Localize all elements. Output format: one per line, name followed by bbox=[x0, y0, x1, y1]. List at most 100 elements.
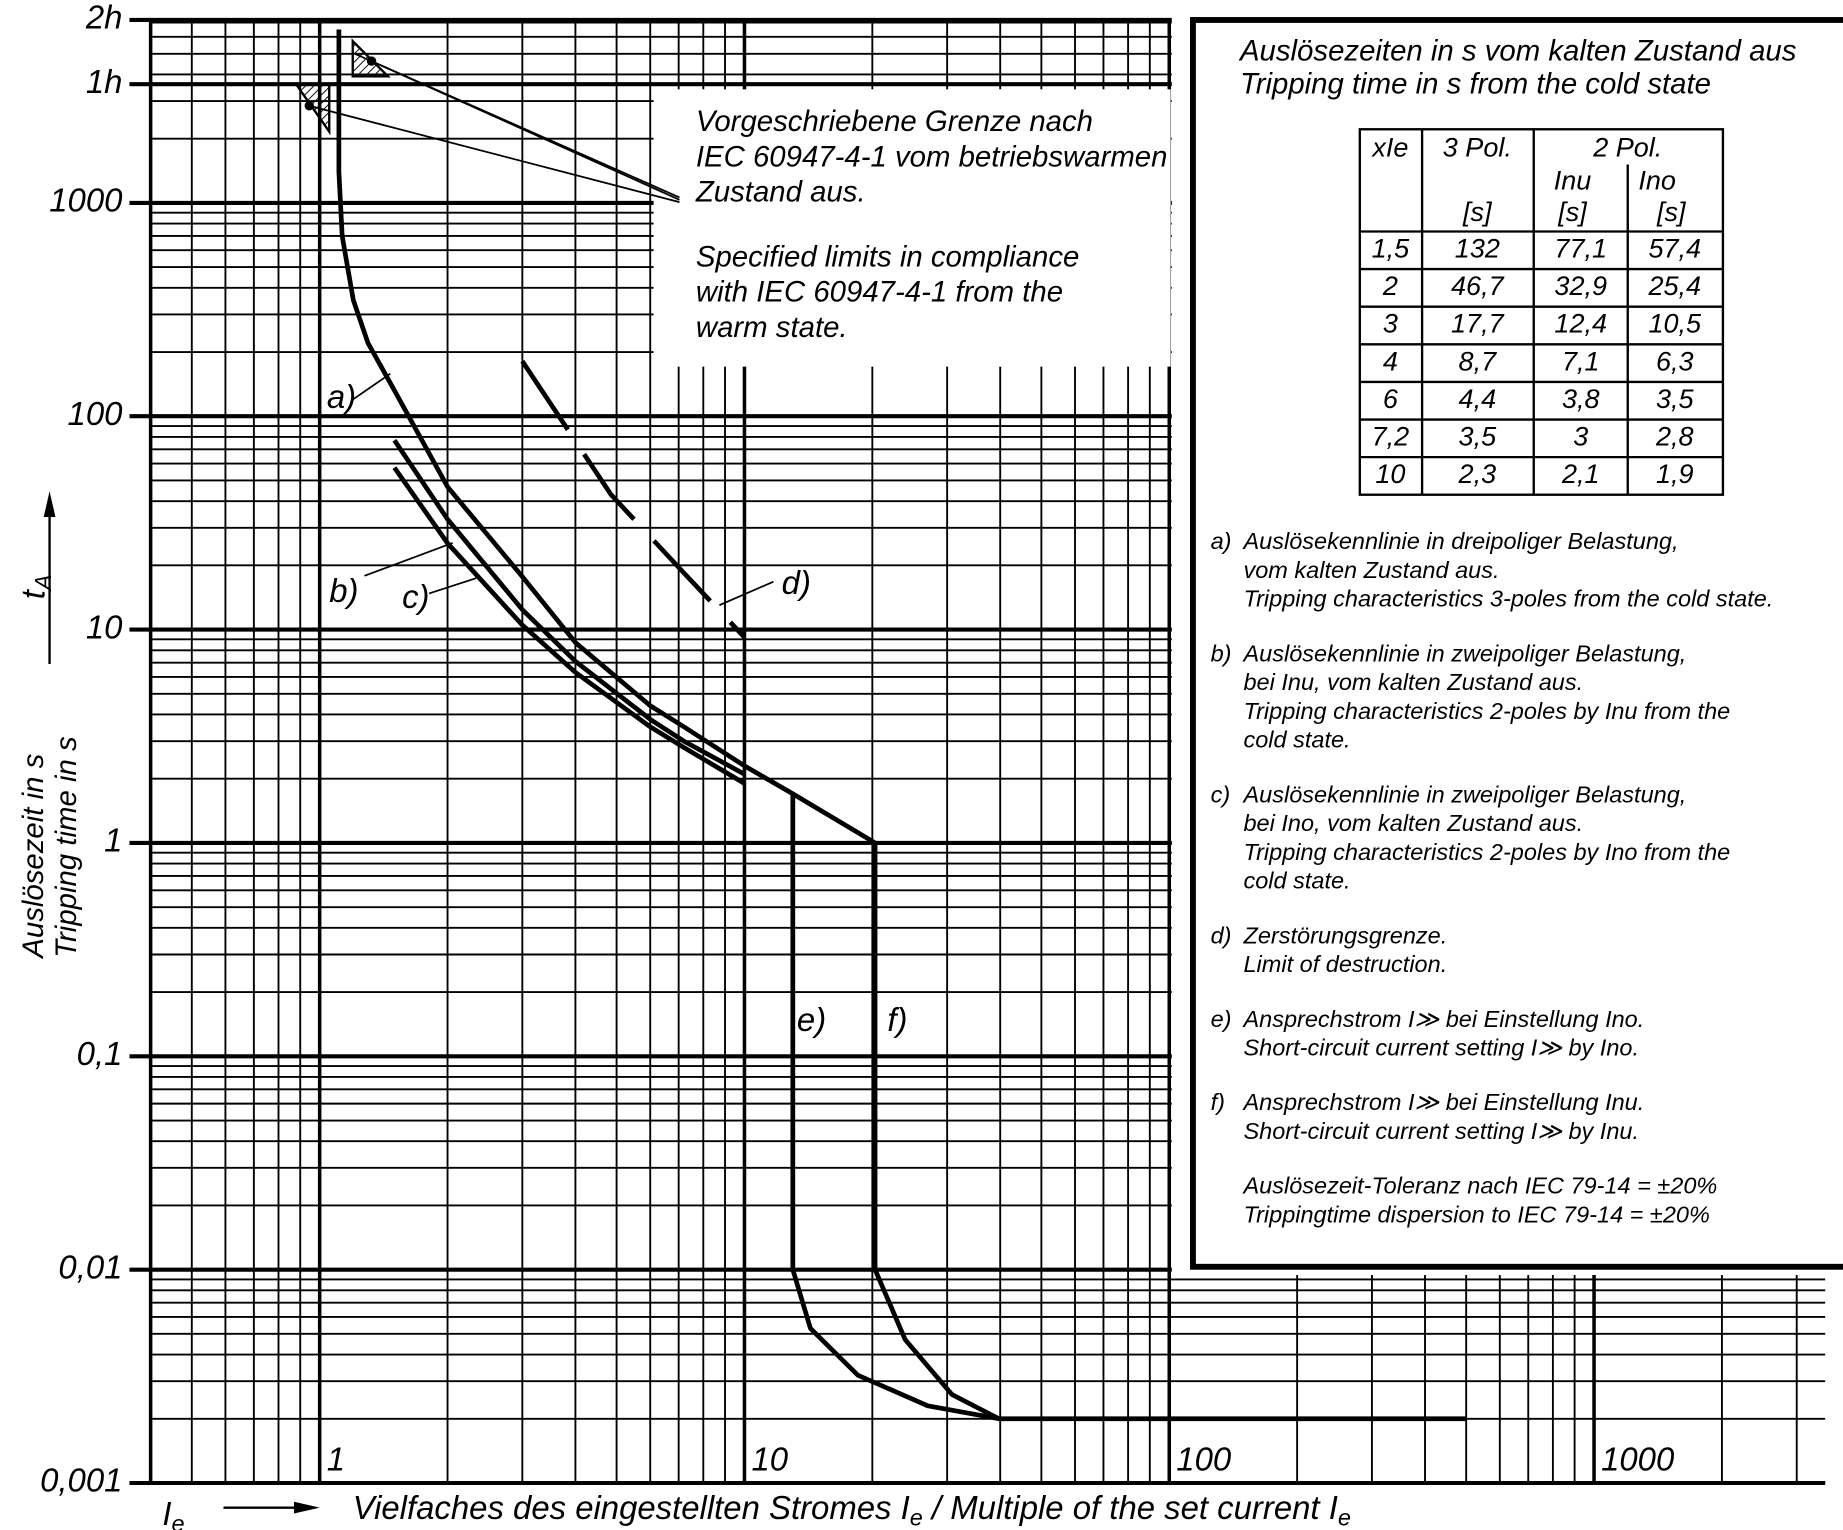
table-subheader: Ino bbox=[1638, 165, 1676, 195]
curve-label: f) bbox=[887, 1001, 907, 1038]
curve bbox=[392, 439, 746, 777]
curve-label: a) bbox=[327, 378, 356, 415]
x-axis-label: Vielfaches des eingestellten Stromes Ie … bbox=[353, 1489, 1351, 1530]
note-line: Tripping characteristics 3-poles from th… bbox=[1243, 586, 1773, 612]
x-axis-label-part: / Multiple of the set current bbox=[923, 1489, 1329, 1526]
note-line: cold state. bbox=[1243, 868, 1350, 894]
x-symbol-sub: e bbox=[172, 1511, 185, 1530]
note-label: d) bbox=[1211, 922, 1232, 948]
note-line: Auslösezeit-Toleranz nach IEC 79-14 = ±2… bbox=[1241, 1173, 1717, 1199]
curve bbox=[336, 29, 877, 845]
table-cell: 3,8 bbox=[1562, 384, 1600, 414]
x-tick-label: 1000 bbox=[1601, 1441, 1675, 1478]
note-line: Ansprechstrom I≫ bei Einstellung Ino. bbox=[1241, 1006, 1644, 1032]
leader-lines bbox=[309, 52, 774, 606]
curve-label: b) bbox=[329, 572, 358, 609]
note-line: Auslösekennlinie in zweipoliger Belastun… bbox=[1241, 781, 1686, 807]
table-cell: 3 bbox=[1383, 309, 1398, 339]
note-label: a) bbox=[1211, 528, 1232, 554]
table-cell: 4,4 bbox=[1459, 384, 1497, 414]
table-cell: 2 bbox=[1382, 271, 1398, 301]
annotation: Specified limits in compliance bbox=[696, 240, 1079, 273]
note-line: vom kalten Zustand aus. bbox=[1243, 557, 1499, 583]
annotation: warm state. bbox=[696, 311, 848, 344]
curve bbox=[790, 793, 1000, 1422]
table-cell: 3,5 bbox=[1656, 384, 1695, 414]
curve bbox=[392, 466, 746, 786]
curves bbox=[336, 29, 1467, 1422]
note-line: Short-circuit current setting I≫ by Ino. bbox=[1243, 1035, 1639, 1061]
curve-label: e) bbox=[797, 1001, 826, 1038]
table-unit: [s] bbox=[1656, 197, 1687, 227]
annotation-area bbox=[653, 89, 1171, 367]
y-axis-label: Tripping time in s bbox=[50, 736, 83, 958]
note-line: Auslösekennlinie in dreipoliger Belastun… bbox=[1241, 528, 1678, 554]
curve bbox=[520, 359, 747, 639]
y-symbol-sub: A bbox=[30, 574, 56, 592]
y-tick-label: 100 bbox=[68, 395, 124, 432]
y-symbol-base: t bbox=[14, 588, 51, 599]
note-label: c) bbox=[1211, 781, 1231, 807]
table-cell: 10 bbox=[1375, 459, 1405, 489]
annotation: Vorgeschriebene Grenze nach bbox=[696, 105, 1093, 138]
curve bbox=[872, 842, 1467, 1422]
table-header: xIe bbox=[1370, 132, 1408, 162]
table-cell: 2,1 bbox=[1561, 459, 1600, 489]
note-line: Tripping characteristics 2-poles by Inu … bbox=[1243, 698, 1730, 724]
y-tick-label: 1h bbox=[86, 63, 123, 100]
table-cell: 25,4 bbox=[1647, 271, 1701, 301]
table-cell: 7,1 bbox=[1562, 346, 1600, 376]
y-tick-label: 0,1 bbox=[77, 1035, 123, 1072]
y-tick-label: 0,01 bbox=[58, 1248, 122, 1285]
table-cell: 7,2 bbox=[1372, 421, 1410, 451]
table-cell: 6,3 bbox=[1656, 346, 1694, 376]
info-title: Tripping time in s from the cold state bbox=[1240, 68, 1711, 101]
x-axis-label-part: I bbox=[901, 1489, 910, 1526]
annotation: Zustand aus. bbox=[695, 176, 866, 209]
table-unit: [s] bbox=[1557, 197, 1588, 227]
table-cell: 2,8 bbox=[1655, 421, 1694, 451]
table-cell: 10,5 bbox=[1648, 309, 1702, 339]
annotation: IEC 60947-4-1 vom betriebswarmen bbox=[696, 140, 1168, 173]
x-arrow-head bbox=[293, 1501, 320, 1514]
table-cell: 77,1 bbox=[1554, 233, 1607, 263]
table-cell: 32,9 bbox=[1554, 271, 1607, 301]
note-line: Ansprechstrom I≫ bei Einstellung Inu. bbox=[1241, 1089, 1644, 1115]
table-unit: [s] bbox=[1462, 197, 1493, 227]
note-line: Tripping characteristics 2-poles by Ino … bbox=[1243, 839, 1730, 865]
table-cell: 46,7 bbox=[1451, 271, 1505, 301]
y-tick-label: 10 bbox=[86, 608, 123, 645]
texts: 1 10 100 1000 0,001 0,01 0,1 1 10 100 1000 1h 2h a) b)… bbox=[14, 0, 1797, 1530]
note-line: bei Ino, vom kalten Zustand aus. bbox=[1243, 810, 1583, 836]
table-cell: 6 bbox=[1383, 384, 1399, 414]
note-line: Zerstörungsgrenze. bbox=[1242, 922, 1447, 948]
table-cell: 132 bbox=[1455, 233, 1500, 263]
info-box bbox=[1190, 17, 1843, 1270]
annotation: with IEC 60947-4-1 from the bbox=[696, 276, 1063, 309]
x-tick-label: 1 bbox=[327, 1441, 345, 1478]
table-cell: 1,5 bbox=[1372, 233, 1411, 263]
note-line: cold state. bbox=[1243, 727, 1350, 753]
table-cell: 3,5 bbox=[1459, 421, 1498, 451]
table-cell: 8,7 bbox=[1459, 346, 1498, 376]
x-axis-label-part: Vielfaches des eingestellten Stromes bbox=[353, 1489, 901, 1526]
y-tick-label: 2h bbox=[85, 0, 123, 36]
info-title: Auslösezeiten in s vom kalten Zustand au… bbox=[1238, 35, 1797, 68]
table-cell: 4 bbox=[1383, 346, 1398, 376]
note-label: b) bbox=[1211, 640, 1232, 666]
note-label: e) bbox=[1211, 1006, 1232, 1032]
note-line: bei Inu, vom kalten Zustand aus. bbox=[1243, 669, 1583, 695]
info-area bbox=[1171, 0, 1843, 1275]
table-cell: 12,4 bbox=[1554, 309, 1607, 339]
table-cell: 57,4 bbox=[1648, 233, 1701, 263]
curve-label: c) bbox=[402, 578, 429, 615]
note-label: f) bbox=[1211, 1089, 1225, 1115]
curve-label: d) bbox=[782, 564, 811, 601]
y-arrow-head bbox=[43, 491, 56, 518]
note-line: Short-circuit current setting I≫ by Inu. bbox=[1243, 1118, 1639, 1144]
table-header: 2 Pol. bbox=[1592, 132, 1662, 162]
x-axis-label-part: I bbox=[1329, 1489, 1338, 1526]
table-subheader: Inu bbox=[1554, 165, 1592, 195]
x-symbol-base: I bbox=[162, 1495, 171, 1530]
